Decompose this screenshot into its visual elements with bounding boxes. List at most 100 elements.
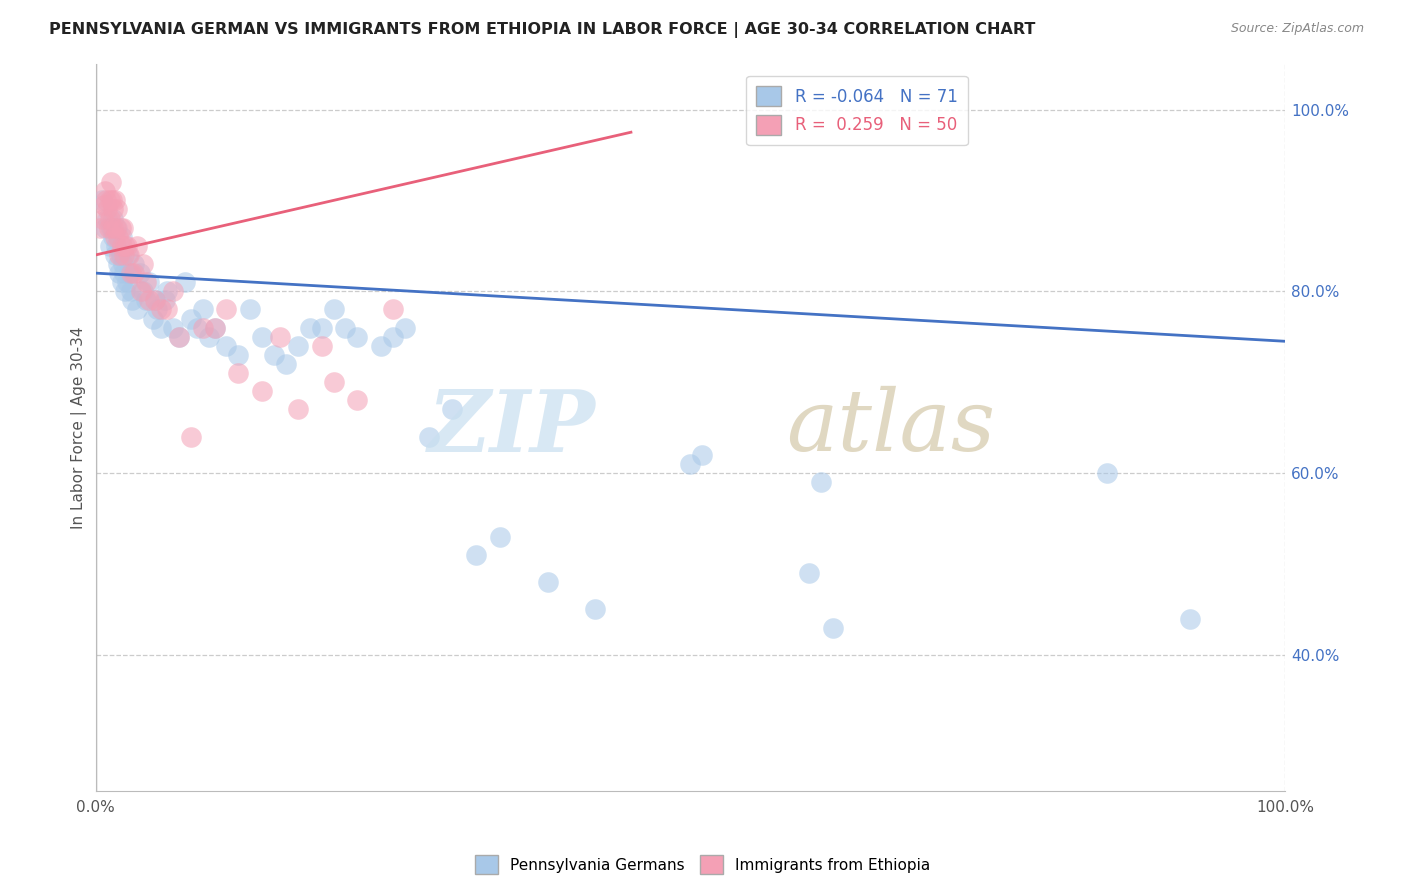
Point (129, 285, 152, 299)
Point (93, 198, 115, 212)
Point (120, 285, 142, 299)
Point (105, 220, 128, 235)
Point (418, 430, 440, 444)
Point (108, 266, 131, 280)
Point (111, 229, 134, 244)
Point (146, 302, 169, 317)
Point (132, 257, 155, 271)
Point (103, 202, 125, 217)
Point (98, 211, 121, 226)
Point (107, 229, 129, 244)
Point (156, 302, 179, 317)
Point (112, 248, 135, 262)
Point (135, 275, 157, 289)
Y-axis label: In Labor Force | Age 30-34: In Labor Force | Age 30-34 (72, 326, 87, 529)
Point (810, 475, 832, 490)
Point (103, 211, 125, 226)
Point (180, 430, 202, 444)
Point (96, 194, 118, 208)
Point (89, 220, 111, 235)
Point (370, 339, 392, 353)
Point (107, 257, 129, 271)
Point (111, 220, 134, 235)
Point (118, 248, 141, 262)
Point (204, 320, 226, 334)
Point (110, 248, 132, 262)
Point (197, 330, 219, 344)
Point (90, 194, 112, 208)
Point (104, 220, 127, 235)
Point (127, 302, 149, 317)
Point (287, 339, 309, 353)
Point (162, 320, 184, 334)
Point (114, 285, 136, 299)
Point (204, 320, 226, 334)
Point (143, 293, 166, 308)
Point (215, 339, 238, 353)
Point (250, 384, 273, 399)
Point (465, 548, 488, 562)
Text: PENNSYLVANIA GERMAN VS IMMIGRANTS FROM ETHIOPIA IN LABOR FORCE | AGE 30-34 CORRE: PENNSYLVANIA GERMAN VS IMMIGRANTS FROM E… (49, 22, 1036, 38)
Point (173, 275, 195, 289)
Point (215, 302, 238, 317)
Point (127, 239, 149, 253)
Text: ZIP: ZIP (427, 386, 595, 469)
Point (108, 248, 131, 262)
Point (98, 194, 121, 208)
Point (111, 257, 134, 271)
Point (118, 266, 141, 280)
Point (135, 293, 157, 308)
Point (274, 357, 297, 371)
Point (583, 602, 606, 616)
Point (122, 266, 145, 280)
Point (322, 302, 344, 317)
Point (335, 320, 357, 334)
Point (117, 248, 139, 262)
Point (191, 320, 214, 334)
Point (104, 239, 127, 253)
Point (115, 275, 138, 289)
Point (142, 311, 165, 326)
Point (110, 220, 132, 235)
Point (228, 348, 250, 362)
Point (287, 402, 309, 417)
Point (156, 285, 179, 299)
Point (311, 339, 333, 353)
Text: Source: ZipAtlas.com: Source: ZipAtlas.com (1230, 22, 1364, 36)
Point (132, 285, 155, 299)
Point (239, 302, 262, 317)
Point (298, 320, 321, 334)
Point (91, 211, 114, 226)
Point (94, 184, 117, 198)
Point (128, 266, 150, 280)
Point (382, 330, 405, 344)
Point (111, 275, 134, 289)
Point (269, 330, 291, 344)
Point (162, 285, 184, 299)
Point (394, 320, 416, 334)
Point (322, 375, 344, 389)
Point (104, 248, 127, 262)
Point (94, 220, 117, 235)
Point (121, 293, 143, 308)
Point (100, 175, 122, 189)
Point (228, 366, 250, 380)
Point (1178, 611, 1201, 625)
Point (115, 239, 138, 253)
Point (138, 275, 160, 289)
Point (96, 202, 118, 217)
Point (679, 457, 702, 471)
Point (143, 293, 166, 308)
Point (191, 302, 214, 317)
Point (692, 448, 714, 462)
Point (103, 229, 125, 244)
Point (150, 302, 173, 317)
Point (114, 239, 136, 253)
Point (346, 393, 368, 408)
Point (441, 402, 464, 417)
Point (122, 257, 145, 271)
Point (263, 348, 285, 362)
Point (537, 575, 560, 590)
Point (167, 330, 190, 344)
Point (104, 194, 127, 208)
